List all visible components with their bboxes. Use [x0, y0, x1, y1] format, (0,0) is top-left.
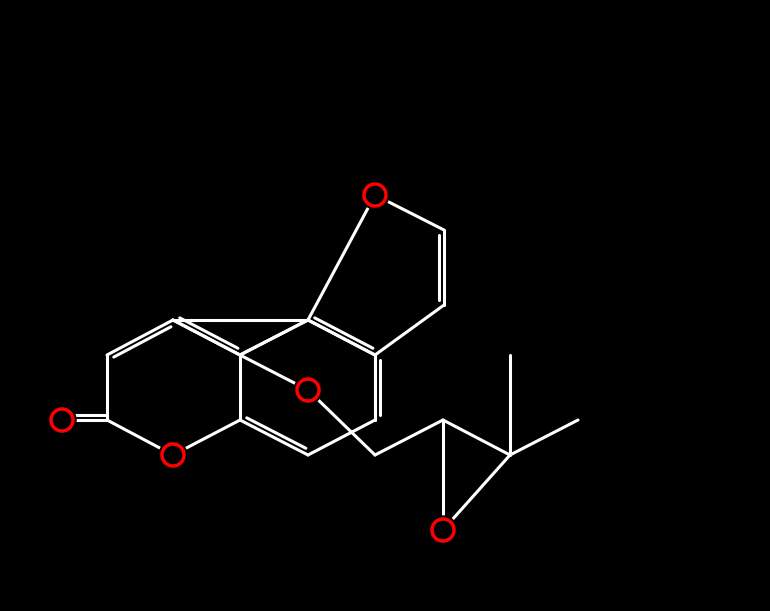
Circle shape — [361, 181, 389, 209]
Circle shape — [294, 376, 322, 404]
Circle shape — [159, 441, 187, 469]
Circle shape — [48, 406, 76, 434]
Circle shape — [429, 516, 457, 544]
